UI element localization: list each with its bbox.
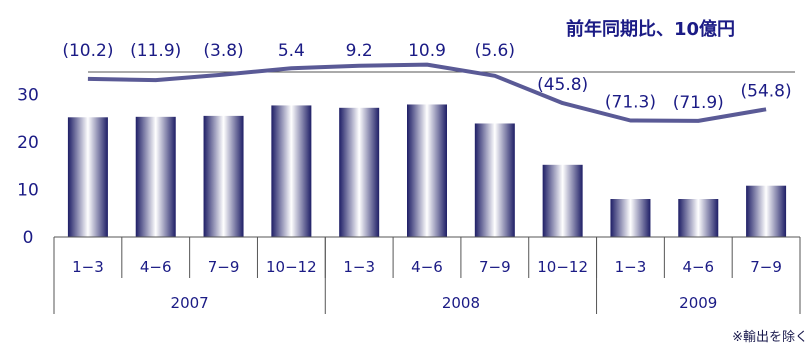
y-tick-label: 30 [17,86,39,106]
footnote: ※輸出を除く [732,326,808,345]
bar [339,108,379,237]
x-tick-label: 4−6 [140,258,172,276]
bar [271,105,311,237]
year-label: 2008 [442,294,480,312]
x-tick-label: 4−6 [682,258,714,276]
line-data-label: (71.3) [605,92,656,112]
x-tick-label: 1−3 [615,258,647,276]
y-tick-label: 0 [23,228,34,248]
x-tick-label: 10−12 [537,258,588,276]
x-tick-label: 1−3 [343,258,375,276]
y-tick-label: 20 [17,133,39,153]
bar [610,199,650,237]
line-data-label: (10.2) [62,41,113,61]
x-tick-label: 7−9 [208,258,240,276]
bar [678,199,718,237]
bar [204,116,244,237]
line-data-label: (71.9) [673,93,724,113]
line-data-label: 5.4 [278,41,305,61]
x-tick-label: 10−12 [266,258,317,276]
bar [68,117,108,237]
bar [407,104,447,237]
line-data-label: (45.8) [537,75,588,95]
line-data-label: 10.9 [408,41,446,61]
unit-label: 前年同期比、10億円 [566,15,806,41]
x-tick-label: 1−3 [72,258,104,276]
bar [543,165,583,237]
line-data-label: (5.6) [475,41,515,61]
bar [136,117,176,237]
line-data-label: (54.8) [741,81,792,101]
year-label: 2009 [679,294,717,312]
bar [475,123,515,237]
line-data-label: (11.9) [130,41,181,61]
x-tick-label: 7−9 [750,258,782,276]
x-tick-label: 7−9 [479,258,511,276]
y-tick-label: 10 [17,181,39,201]
bar [746,186,786,237]
line-data-label: 9.2 [346,41,373,61]
line-data-label: (3.8) [203,41,243,61]
x-tick-label: 4−6 [411,258,443,276]
year-label: 2007 [171,294,209,312]
